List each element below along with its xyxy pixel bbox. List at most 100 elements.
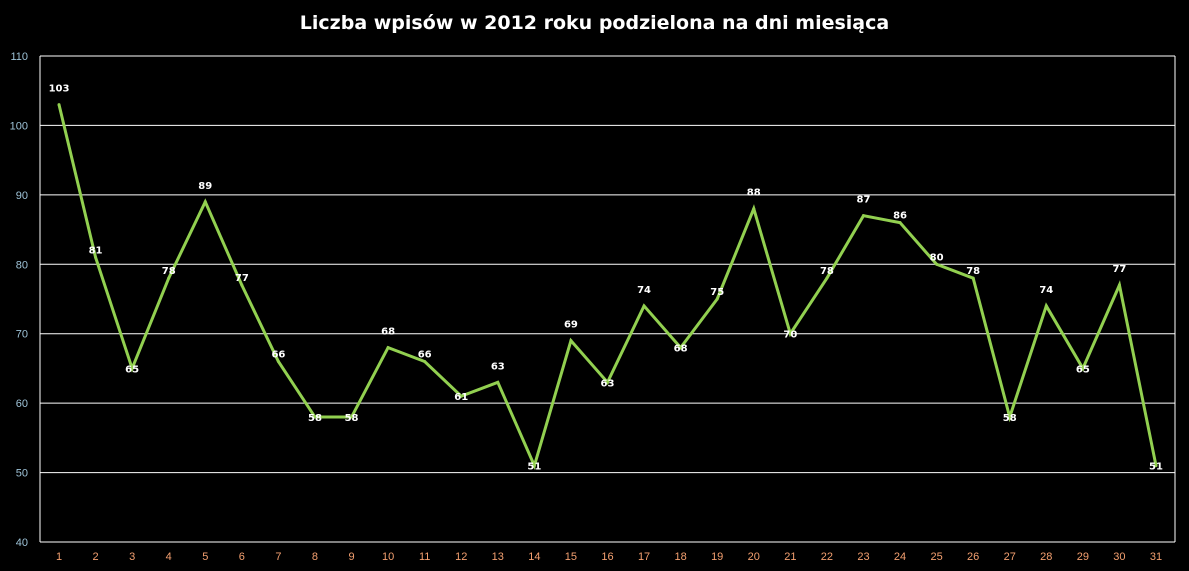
data-point bbox=[1008, 415, 1012, 419]
data-point bbox=[679, 346, 683, 350]
x-tick-label: 5 bbox=[202, 551, 208, 563]
data-point bbox=[788, 332, 792, 336]
x-tick-label: 29 bbox=[1077, 551, 1089, 563]
data-point bbox=[57, 103, 61, 107]
data-point bbox=[1154, 464, 1158, 468]
data-label: 88 bbox=[747, 188, 761, 199]
data-label: 63 bbox=[601, 378, 615, 389]
x-tick-label: 11 bbox=[419, 551, 430, 563]
x-tick-label: 6 bbox=[239, 551, 245, 563]
data-point bbox=[825, 276, 829, 280]
x-tick-label: 14 bbox=[528, 551, 540, 563]
x-tick-label: 24 bbox=[894, 551, 906, 563]
x-tick-label: 4 bbox=[166, 551, 172, 563]
x-tick-label: 25 bbox=[930, 551, 942, 563]
data-label: 68 bbox=[674, 344, 688, 355]
data-label: 65 bbox=[125, 364, 139, 375]
series-line bbox=[57, 104, 1158, 471]
x-tick-label: 21 bbox=[784, 551, 796, 563]
data-point bbox=[423, 359, 427, 363]
data-label: 78 bbox=[162, 266, 176, 277]
data-label: 77 bbox=[1112, 264, 1126, 275]
data-point bbox=[715, 297, 719, 301]
data-label: 74 bbox=[1039, 285, 1053, 296]
y-tick-label: 60 bbox=[16, 398, 28, 410]
x-tick-label: 18 bbox=[675, 551, 687, 563]
data-label: 68 bbox=[381, 327, 395, 338]
series bbox=[57, 103, 1158, 471]
data-point bbox=[1081, 366, 1085, 370]
data-label: 81 bbox=[89, 245, 103, 256]
y-tick-label: 90 bbox=[16, 190, 28, 202]
x-tick-label: 13 bbox=[492, 551, 504, 563]
y-tick-label: 70 bbox=[16, 329, 28, 341]
data-point bbox=[1117, 283, 1121, 287]
data-label: 65 bbox=[1076, 364, 1090, 375]
x-tick-label: 31 bbox=[1150, 551, 1162, 563]
data-label: 103 bbox=[49, 84, 70, 95]
data-label: 58 bbox=[345, 413, 359, 424]
y-tick-label: 100 bbox=[10, 120, 28, 132]
x-tick-label: 2 bbox=[93, 551, 99, 563]
x-tick-label: 23 bbox=[857, 551, 869, 563]
data-point bbox=[386, 346, 390, 350]
data-label: 66 bbox=[418, 349, 432, 360]
data-point bbox=[350, 415, 354, 419]
x-tick-label: 1 bbox=[56, 551, 62, 563]
data-point bbox=[313, 415, 317, 419]
x-tick-label: 30 bbox=[1113, 551, 1125, 563]
data-label: 66 bbox=[271, 349, 285, 360]
x-tick-label: 8 bbox=[312, 551, 318, 563]
data-label: 78 bbox=[820, 266, 834, 277]
data-label: 58 bbox=[308, 413, 322, 424]
y-tick-labels: 40 50 60 70 80 90 100 110 bbox=[10, 51, 28, 549]
x-tick-label: 27 bbox=[1004, 551, 1016, 563]
data-label: 58 bbox=[1003, 413, 1017, 424]
data-label: 70 bbox=[783, 330, 797, 341]
x-tick-label: 20 bbox=[748, 551, 760, 563]
x-tick-label: 19 bbox=[711, 551, 723, 563]
data-label: 63 bbox=[491, 361, 505, 372]
data-point bbox=[459, 394, 463, 398]
data-label: 51 bbox=[527, 462, 541, 473]
data-point bbox=[1044, 304, 1048, 308]
data-point bbox=[276, 359, 280, 363]
data-point bbox=[935, 262, 939, 266]
data-point bbox=[130, 366, 134, 370]
data-label: 51 bbox=[1149, 462, 1163, 473]
data-point bbox=[606, 380, 609, 384]
x-tick-label: 28 bbox=[1040, 551, 1052, 563]
x-tick-label: 26 bbox=[967, 551, 979, 563]
data-point bbox=[861, 214, 865, 218]
y-tick-label: 50 bbox=[16, 468, 28, 480]
y-tick-label: 110 bbox=[10, 51, 28, 63]
data-point bbox=[496, 380, 500, 384]
chart-title: Liczba wpisów w 2012 roku podzielona na … bbox=[299, 12, 890, 34]
data-label: 77 bbox=[235, 273, 249, 284]
data-labels: 103 81 65 78 89 77 66 58 58 68 66 61 63 51 69 63 74 68 75 8… bbox=[49, 84, 1163, 473]
data-point bbox=[752, 207, 756, 211]
x-tick-label: 17 bbox=[638, 551, 650, 563]
data-label: 86 bbox=[893, 211, 907, 222]
data-point bbox=[167, 276, 171, 280]
x-tick-label: 16 bbox=[601, 551, 613, 563]
x-tick-label: 15 bbox=[565, 551, 577, 563]
x-tick-label: 10 bbox=[382, 551, 394, 563]
data-point bbox=[94, 255, 98, 259]
data-label: 89 bbox=[198, 181, 212, 192]
data-point bbox=[642, 304, 646, 308]
y-tick-label: 40 bbox=[16, 537, 28, 549]
data-point bbox=[971, 276, 975, 280]
data-label: 80 bbox=[930, 252, 944, 263]
data-label: 87 bbox=[857, 195, 871, 206]
data-label: 69 bbox=[564, 320, 578, 331]
data-label: 61 bbox=[454, 392, 468, 403]
data-point bbox=[532, 464, 536, 468]
data-point bbox=[203, 200, 207, 204]
data-point bbox=[569, 339, 573, 343]
grid-lines bbox=[40, 55, 1175, 474]
x-tick-labels: 1 2 3 4 5 6 7 8 9 10 11 12 13 14 15 16 17 18 19 20 21 22 23 24 2… bbox=[56, 551, 1162, 563]
axes bbox=[39, 56, 1176, 543]
x-tick-label: 22 bbox=[821, 551, 833, 563]
